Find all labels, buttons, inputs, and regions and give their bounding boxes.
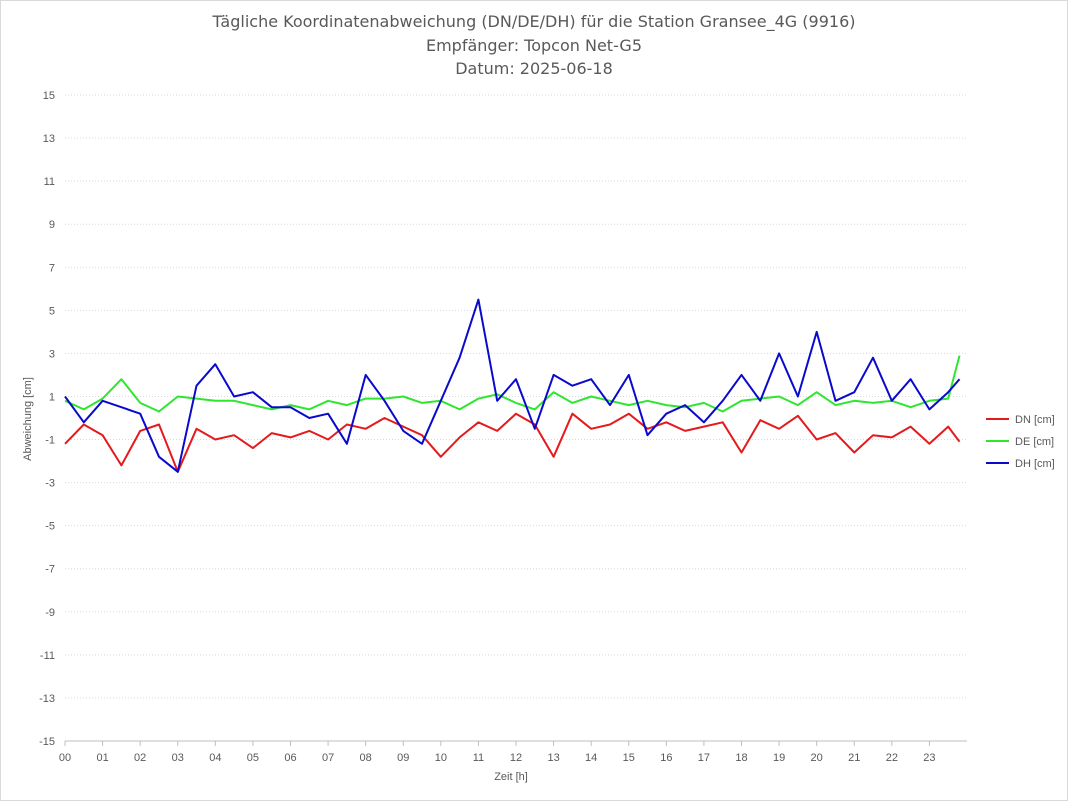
x-tick-label: 23 xyxy=(923,752,935,764)
chart-subtitle-date: Datum: 2025-06-18 xyxy=(455,59,613,78)
y-tick-label: -11 xyxy=(40,650,55,662)
x-tick-label: 04 xyxy=(209,752,221,764)
x-tick-label: 02 xyxy=(134,752,146,764)
y-tick-label: 15 xyxy=(43,90,55,102)
y-tick-label: -3 xyxy=(45,478,55,490)
chart-title: Tägliche Koordinatenabweichung (DN/DE/DH… xyxy=(212,12,856,31)
x-axis-title: Zeit [h] xyxy=(494,771,528,783)
x-tick-label: 12 xyxy=(510,752,522,764)
y-tick-label: -13 xyxy=(39,693,55,705)
x-tick-label: 19 xyxy=(773,752,785,764)
x-tick-label: 16 xyxy=(660,752,672,764)
legend-label: DN [cm] xyxy=(1015,414,1055,426)
x-tick-label: 00 xyxy=(59,752,71,764)
x-tick-label: 18 xyxy=(735,752,747,764)
y-tick-labels: 15 13 11 9 7 5 3 1 -1 -3 -5 -7 -9 -11 -13 -15 xyxy=(39,90,55,748)
x-tick-label: 15 xyxy=(623,752,635,764)
y-tick-label: -5 xyxy=(45,521,55,533)
y-tick-label: 3 xyxy=(49,348,55,360)
y-tick-label: 7 xyxy=(49,262,55,274)
x-tick-label: 22 xyxy=(886,752,898,764)
legend: DN [cm] DE [cm] DH [cm] xyxy=(986,414,1055,470)
y-tick-label: -1 xyxy=(45,435,55,447)
y-tick-label: 5 xyxy=(49,305,55,317)
y-tick-label: 1 xyxy=(49,391,55,403)
x-tick-label: 17 xyxy=(698,752,710,764)
x-tick-label: 11 xyxy=(473,752,484,764)
series-line-1 xyxy=(64,355,961,413)
grid-lines xyxy=(64,94,967,746)
x-tick-label: 01 xyxy=(96,752,108,764)
x-tick-label: 05 xyxy=(247,752,259,764)
x-tick-label: 20 xyxy=(811,752,823,764)
x-tick-labels: 00 01 02 03 04 05 06 07 08 09 10 11 12 13 14 15 16 17 18 19… xyxy=(59,752,936,764)
legend-label: DE [cm] xyxy=(1015,436,1054,448)
x-tick-label: 21 xyxy=(848,752,860,764)
y-tick-label: -15 xyxy=(39,736,55,748)
legend-label: DH [cm] xyxy=(1015,458,1055,470)
y-axis-title: Abweichung [cm] xyxy=(22,377,34,461)
y-tick-label: -9 xyxy=(45,607,55,619)
x-tick-label: 14 xyxy=(585,752,597,764)
x-tick-label: 07 xyxy=(322,752,334,764)
y-tick-label: 13 xyxy=(43,133,55,145)
y-tick-label: -7 xyxy=(45,564,55,576)
x-tick-label: 09 xyxy=(397,752,409,764)
series-line-0 xyxy=(64,412,961,473)
y-tick-label: 11 xyxy=(44,176,55,188)
x-tick-label: 13 xyxy=(547,752,559,764)
x-tick-label: 03 xyxy=(172,752,184,764)
series-lines xyxy=(64,298,961,473)
series-line-2 xyxy=(64,298,961,473)
x-tick-label: 08 xyxy=(360,752,372,764)
x-tick-label: 06 xyxy=(284,752,296,764)
chart-subtitle-receiver: Empfänger: Topcon Net-G5 xyxy=(425,36,643,55)
x-tick-label: 10 xyxy=(435,752,447,764)
y-tick-label: 9 xyxy=(49,219,55,231)
